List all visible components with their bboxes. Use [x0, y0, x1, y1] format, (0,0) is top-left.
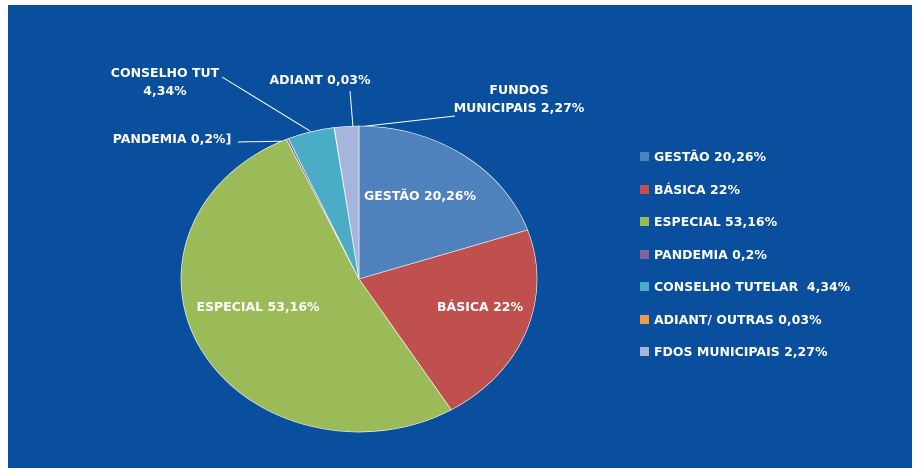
data-label: ADIANT 0,03%	[269, 72, 371, 87]
legend-label: BÁSICA 22%	[654, 181, 740, 197]
data-label: CONSELHO TUT 4,34%	[110, 65, 220, 98]
legend-swatch	[640, 152, 649, 161]
legend-item: CONSELHO TUTELAR 4,34%	[640, 279, 850, 294]
leader-line	[221, 76, 311, 132]
pie-slice	[333, 125, 360, 280]
legend-swatch	[640, 282, 649, 291]
pie-slice	[358, 229, 538, 411]
legend-swatch	[640, 249, 649, 259]
leader-line	[349, 90, 354, 128]
pie-slice	[180, 138, 452, 433]
legend-label: ADIANT/ OUTRAS 0,03%	[654, 311, 822, 327]
leader-line	[357, 115, 456, 128]
legend-item: ESPECIAL 53,16%	[640, 214, 777, 229]
legend-swatch	[640, 347, 649, 356]
legend-label: GESTÃO 20,26%	[654, 149, 767, 164]
legend-item: BÁSICA 22%	[640, 182, 740, 197]
legend-label: ESPECIAL 53,16%	[654, 214, 778, 229]
legend-swatch	[640, 217, 649, 226]
legend-swatch	[640, 314, 649, 324]
pie-slice	[358, 125, 529, 280]
data-label: GESTÃO 20,26%	[363, 188, 477, 203]
legend-swatch	[640, 184, 649, 194]
data-label: FUNDOS MUNICIPAIS 2,27%	[453, 82, 585, 115]
data-label: BÁSICA 22%	[437, 299, 523, 314]
legend-item: FDOS MUNICIPAIS 2,27%	[640, 344, 827, 359]
legend-label: PANDEMIA 0,2%	[654, 246, 767, 262]
legend-item: GESTÃO 20,26%	[640, 149, 766, 164]
legend-item: ADIANT/ OUTRAS 0,03%	[640, 312, 822, 327]
legend-label: FDOS MUNICIPAIS 2,27%	[654, 344, 828, 359]
data-label: ESPECIAL 53,16%	[196, 299, 320, 314]
legend-item: PANDEMIA 0,2%	[640, 247, 767, 262]
leader-lines	[221, 76, 456, 143]
data-label: PANDEMIA 0,2%]	[112, 131, 232, 146]
legend-label: CONSELHO TUTELAR 4,34%	[654, 279, 851, 294]
